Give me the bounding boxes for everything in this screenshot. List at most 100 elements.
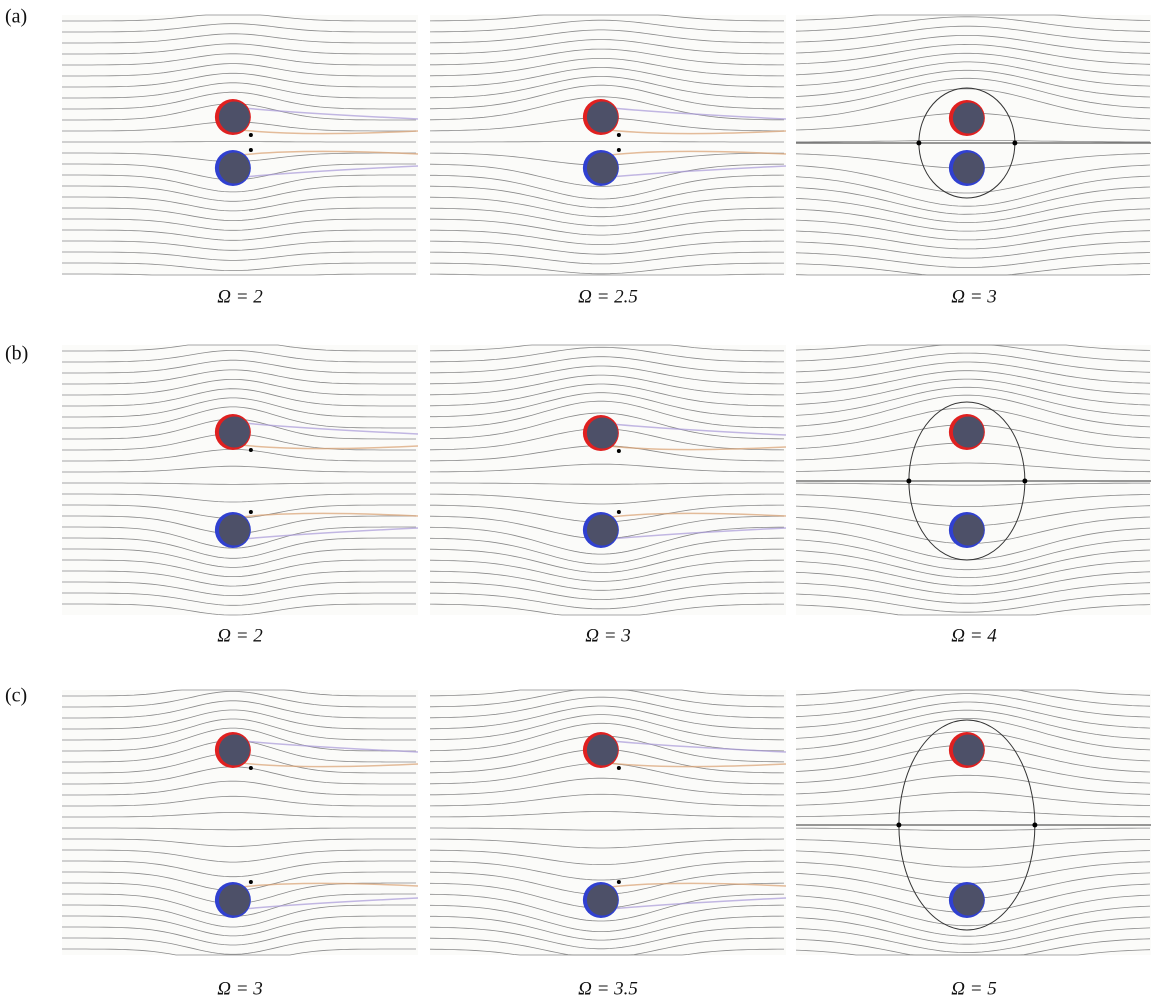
panel-bg xyxy=(796,345,1151,615)
streamline xyxy=(429,19,784,33)
streamline xyxy=(429,185,785,209)
streamline xyxy=(795,916,1151,945)
cylinder xyxy=(952,734,984,766)
streamline xyxy=(62,849,416,863)
cylinder xyxy=(218,101,250,133)
streamline xyxy=(429,793,784,807)
stagnation-point xyxy=(248,510,253,514)
streamline xyxy=(429,84,785,110)
cylinder xyxy=(586,417,618,449)
streamline xyxy=(62,904,416,928)
streamline xyxy=(795,88,1151,120)
streamline xyxy=(795,693,1151,718)
cylinder xyxy=(218,514,250,546)
streamline xyxy=(430,174,785,200)
streamline xyxy=(62,795,416,807)
streamline xyxy=(62,926,416,946)
streamline xyxy=(795,582,1151,604)
streamline xyxy=(795,386,1151,417)
stagnation-point xyxy=(248,766,253,770)
streamline xyxy=(795,774,1151,795)
cylinder xyxy=(952,416,984,448)
streamline xyxy=(430,346,784,363)
cylinder xyxy=(218,152,250,184)
streamline xyxy=(795,197,1151,223)
streamline xyxy=(62,196,416,212)
streamline xyxy=(430,482,784,485)
streamline xyxy=(795,850,1151,868)
streamline xyxy=(62,43,416,55)
streamline xyxy=(430,218,784,236)
streamline xyxy=(430,141,784,143)
streamline xyxy=(429,696,785,719)
panel xyxy=(62,689,419,956)
panel-label: (b) xyxy=(5,343,28,365)
streamline xyxy=(62,406,416,429)
panel-caption: Ω = 5 xyxy=(951,978,997,999)
panel xyxy=(429,14,787,276)
streamline xyxy=(429,926,785,950)
streamline xyxy=(62,537,416,559)
panel-caption: Ω = 3.5 xyxy=(578,978,638,999)
streamline xyxy=(62,388,416,407)
streamline xyxy=(62,229,416,241)
streamline xyxy=(429,689,784,708)
panel xyxy=(429,344,787,616)
streamline xyxy=(430,838,785,849)
streamline xyxy=(795,701,1151,729)
cylinder xyxy=(586,734,618,766)
streamline xyxy=(795,894,1151,927)
streamline xyxy=(429,365,784,385)
streamline xyxy=(429,374,784,396)
streamline xyxy=(429,904,785,932)
streamline xyxy=(62,709,416,730)
streamline xyxy=(430,39,784,55)
streamline xyxy=(795,560,1151,587)
streamline xyxy=(429,559,785,582)
streamline xyxy=(795,538,1151,571)
streamline xyxy=(62,766,416,785)
streamline xyxy=(429,537,785,565)
streamline xyxy=(430,229,784,245)
streamline xyxy=(795,16,1151,32)
streamline xyxy=(62,369,416,385)
streamline xyxy=(62,251,416,261)
cylinder xyxy=(586,514,618,546)
streamline xyxy=(62,482,416,485)
stagnation-point xyxy=(248,448,253,452)
streamline xyxy=(795,61,1151,87)
streamline xyxy=(795,494,1151,507)
streamline xyxy=(62,718,416,741)
streamline xyxy=(429,251,784,265)
streamline xyxy=(62,33,416,44)
streamline xyxy=(429,705,785,730)
streamline xyxy=(795,186,1151,215)
streamline xyxy=(62,689,416,697)
streamline xyxy=(795,905,1151,937)
streamline xyxy=(795,571,1151,595)
streamline xyxy=(795,52,1151,76)
streamline xyxy=(795,252,1151,268)
streamline xyxy=(795,14,1151,21)
streamline xyxy=(429,412,785,440)
streamline xyxy=(795,370,1151,395)
streamline xyxy=(795,810,1151,818)
streamline xyxy=(795,274,1151,276)
panel-bg xyxy=(430,345,786,615)
streamline xyxy=(62,860,416,878)
wake xyxy=(600,128,787,135)
streamline xyxy=(429,948,784,956)
streamline xyxy=(429,714,785,741)
streamline xyxy=(62,449,416,462)
streamline xyxy=(62,359,416,374)
streamline xyxy=(62,23,416,33)
streamline xyxy=(62,240,416,251)
wake xyxy=(232,443,419,450)
streamline xyxy=(62,185,416,202)
wake xyxy=(600,150,787,157)
wake xyxy=(600,761,787,768)
panel-caption: Ω = 3 xyxy=(585,625,631,646)
streamline xyxy=(62,937,416,955)
streamline xyxy=(795,731,1151,762)
wake xyxy=(232,882,419,889)
